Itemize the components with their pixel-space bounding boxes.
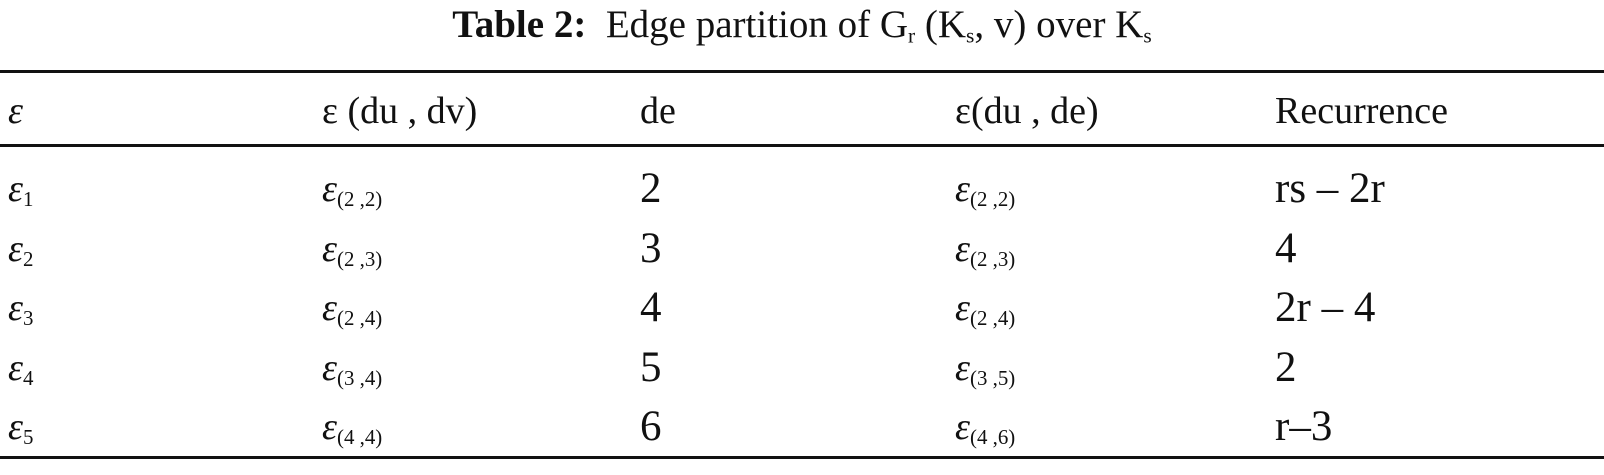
epsilon-symbol: ε	[8, 346, 23, 389]
table-row: ε2 ε(2 ,3) 3 ε(2 ,3) 4	[0, 220, 1604, 278]
caption-sub: s	[1143, 23, 1152, 48]
table-row: ε3 ε(2 ,4) 4 ε(2 ,4) 2r – 4	[0, 279, 1604, 337]
degree-pair-cell: ε(3 ,4)	[322, 339, 382, 407]
top-rule	[0, 70, 1604, 73]
epsilon-symbol: ε	[8, 287, 23, 329]
epsilon-symbol: ε	[955, 168, 970, 210]
caption-sub: r	[908, 23, 916, 48]
subscript: (2 ,3)	[336, 246, 383, 271]
degree-pair-cell: ε(2 ,4)	[322, 279, 382, 347]
subscript: 3	[22, 306, 34, 331]
subscript: (4 ,4)	[336, 425, 383, 450]
epsilon-symbol: ε	[955, 346, 970, 389]
subscript: (2 ,2)	[969, 187, 1016, 212]
table-row: ε4 ε(3 ,4) 5 ε(3 ,5) 2	[0, 339, 1604, 397]
subscript: 1	[22, 187, 34, 212]
epsilon-symbol: ε	[322, 227, 337, 270]
recurrence-cell: rs – 2r	[1275, 165, 1385, 212]
table-caption: Table 2: Edge partition of Gr (Ks, v) ov…	[0, 0, 1604, 60]
subscript: 4	[22, 365, 34, 390]
header-row: ε ε (du , dv) de ε(du , de) Recurrence	[0, 82, 1604, 140]
header-rule	[0, 144, 1604, 147]
degree-pair-cell: ε(2 ,2)	[322, 160, 382, 228]
de-cell: 3	[640, 224, 662, 272]
epsilon-symbol: ε	[8, 227, 23, 270]
subscript: (4 ,6)	[969, 425, 1016, 450]
header-de: de	[640, 90, 676, 132]
epsilon-symbol: ε	[322, 406, 337, 448]
epsilon-symbol: ε	[8, 168, 23, 210]
subscript: (3 ,5)	[969, 365, 1016, 390]
recurrence-cell: 4	[1275, 224, 1297, 272]
subscript: (2 ,2)	[336, 187, 383, 212]
epsilon-symbol: ε	[322, 168, 337, 210]
subscript: (3 ,4)	[336, 365, 383, 390]
header-du-de: ε(du , de)	[955, 90, 1099, 132]
du-de-cell: ε(4 ,6)	[955, 398, 1015, 466]
table-label: Table 2:	[452, 3, 587, 46]
caption-text: Edge partition of G	[605, 3, 908, 46]
de-cell: 5	[640, 343, 662, 391]
du-de-cell: ε(2 ,3)	[955, 220, 1015, 288]
epsilon-symbol: ε	[955, 227, 970, 270]
subscript: (2 ,3)	[969, 246, 1016, 271]
degree-pair-cell: ε(2 ,3)	[322, 220, 382, 288]
recurrence-cell: r–3	[1275, 403, 1333, 450]
header-degree-pair: ε (du , dv)	[322, 90, 478, 132]
caption-text: (K	[915, 3, 967, 46]
subscript: 5	[22, 425, 34, 450]
edge-cell: ε3	[8, 279, 33, 347]
caption-text: , v) over K	[974, 3, 1144, 46]
edge-cell: ε1	[8, 160, 33, 228]
header-edge: ε	[8, 90, 23, 132]
epsilon-symbol: ε	[955, 287, 970, 329]
table-row: ε1 ε(2 ,2) 2 ε(2 ,2) rs – 2r	[0, 160, 1604, 218]
de-cell: 6	[640, 403, 662, 450]
epsilon-symbol: ε	[955, 406, 970, 448]
edge-cell: ε4	[8, 339, 33, 407]
de-cell: 2	[640, 165, 662, 212]
de-cell: 4	[640, 284, 662, 331]
caption-sub: s	[966, 23, 975, 48]
recurrence-cell: 2	[1275, 343, 1297, 391]
bottom-rule	[0, 456, 1604, 459]
du-de-cell: ε(2 ,2)	[955, 160, 1015, 228]
du-de-cell: ε(2 ,4)	[955, 279, 1015, 347]
epsilon-symbol: ε	[322, 346, 337, 389]
subscript: 2	[22, 246, 34, 271]
du-de-cell: ε(3 ,5)	[955, 339, 1015, 407]
subscript: (2 ,4)	[336, 306, 383, 331]
table-row: ε5 ε(4 ,4) 6 ε(4 ,6) r–3	[0, 398, 1604, 456]
degree-pair-cell: ε(4 ,4)	[322, 398, 382, 466]
epsilon-symbol: ε	[322, 287, 337, 329]
epsilon-symbol: ε	[8, 406, 23, 448]
recurrence-cell: 2r – 4	[1275, 284, 1376, 331]
edge-cell: ε2	[8, 220, 33, 288]
edge-cell: ε5	[8, 398, 33, 466]
header-recurrence: Recurrence	[1275, 90, 1448, 132]
subscript: (2 ,4)	[969, 306, 1016, 331]
